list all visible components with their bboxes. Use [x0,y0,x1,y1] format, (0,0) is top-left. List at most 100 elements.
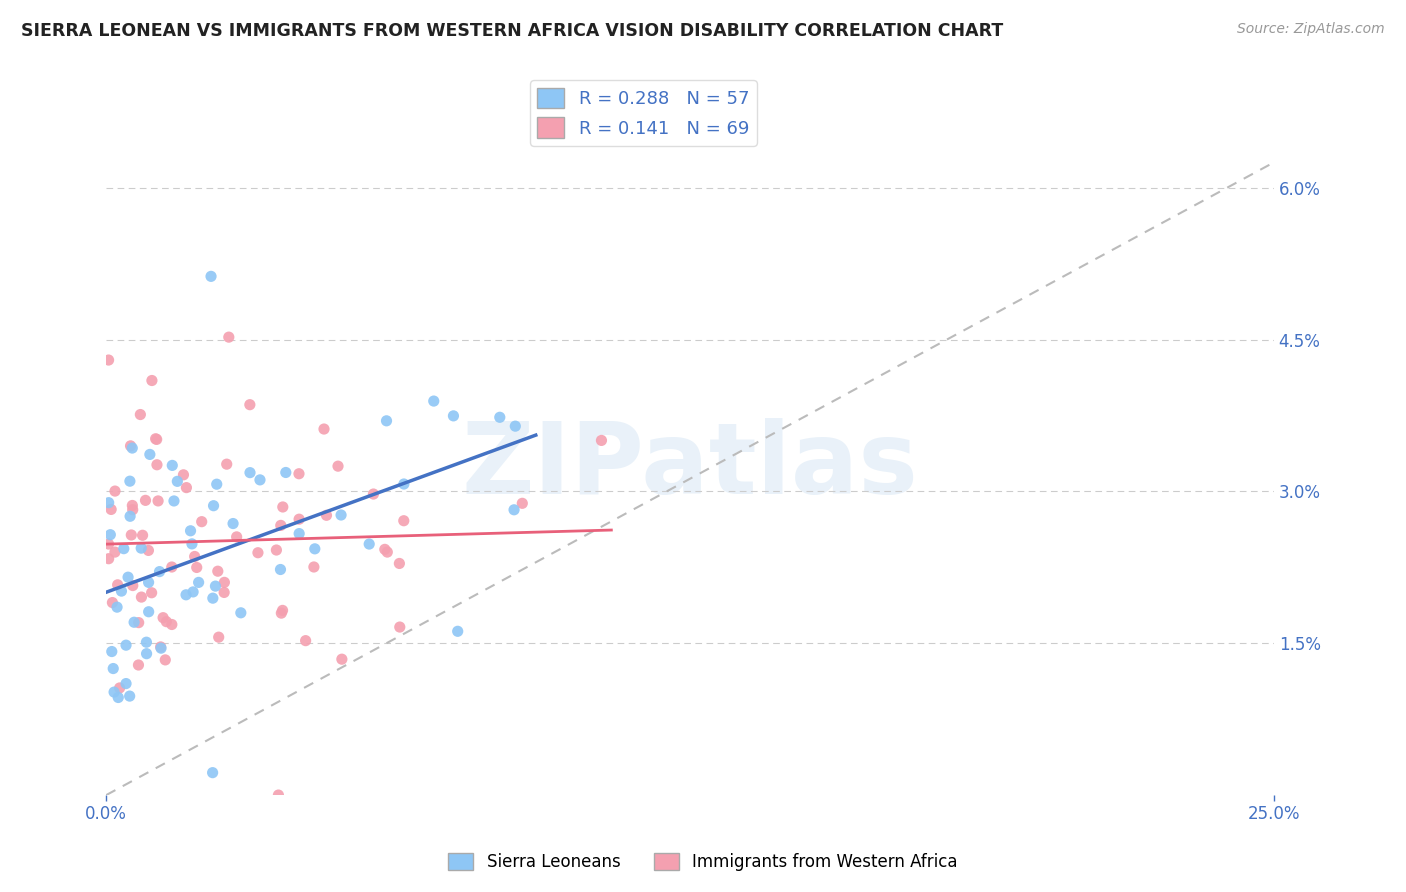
Point [359,537,381,551]
Point [105,600,128,615]
Point [423,394,446,409]
Point [388,557,411,571]
Point [163,494,186,508]
Point [138,543,160,558]
Text: ZIPatlas: ZIPatlas [461,417,918,515]
Point [505,419,527,434]
Point [326,459,349,474]
Point [304,541,326,556]
Point [131,528,153,542]
Point [294,633,316,648]
Point [190,515,212,529]
Point [155,615,177,629]
Point [246,546,269,560]
Point [127,658,149,673]
Point [121,441,143,455]
Point [98,527,121,541]
Point [212,585,235,599]
Point [204,579,226,593]
Point [149,640,172,654]
Point [107,578,129,592]
Point [187,575,209,590]
Point [135,635,157,649]
Point [239,466,262,480]
Point [110,584,132,599]
Point [229,606,252,620]
Point [122,615,145,630]
Point [134,493,156,508]
Text: Source: ZipAtlas.com: Source: ZipAtlas.com [1237,22,1385,37]
Point [145,433,167,447]
Point [172,467,194,482]
Point [101,644,124,658]
Point [146,458,169,472]
Point [218,330,240,344]
Point [155,653,177,667]
Point [129,408,152,422]
Point [215,457,238,471]
Point [392,514,415,528]
Point [181,585,204,599]
Point [222,516,245,531]
Point [128,615,150,630]
Point [100,502,122,516]
Point [160,617,183,632]
Point [375,414,398,428]
Point [120,509,142,524]
Point [148,565,170,579]
Point [101,596,124,610]
Point [201,591,224,606]
Point [186,560,208,574]
Point [270,606,292,620]
Point [200,269,222,284]
Point [141,374,163,388]
Point [112,541,135,556]
Point [97,551,120,566]
Point [108,681,131,695]
Point [115,638,138,652]
Point [180,524,202,538]
Point [510,496,533,510]
Point [121,499,143,513]
Point [174,588,197,602]
Point [117,570,139,584]
Point [121,502,143,516]
Point [488,410,510,425]
Point [181,537,204,551]
Point [201,765,224,780]
Point [97,496,120,510]
Point [288,467,311,481]
Point [392,477,415,491]
Point [443,409,465,423]
Point [591,434,613,448]
Point [274,466,297,480]
Point [312,422,335,436]
Point [129,541,152,556]
Point [214,575,236,590]
Point [141,586,163,600]
Point [207,564,229,578]
Point [145,432,167,446]
Point [104,545,127,559]
Point [271,603,294,617]
Point [160,560,183,574]
Point [315,508,337,523]
Point [97,537,120,551]
Point [363,487,385,501]
Point [202,499,225,513]
Point [131,590,153,604]
Point [447,624,470,639]
Point [107,690,129,705]
Point [118,474,141,488]
Point [162,458,184,473]
Point [115,676,138,690]
Point [225,530,247,544]
Point [330,652,353,666]
Point [138,575,160,590]
Point [266,543,288,558]
Point [166,475,188,489]
Point [138,605,160,619]
Point [503,503,526,517]
Point [135,647,157,661]
Point [269,562,291,576]
